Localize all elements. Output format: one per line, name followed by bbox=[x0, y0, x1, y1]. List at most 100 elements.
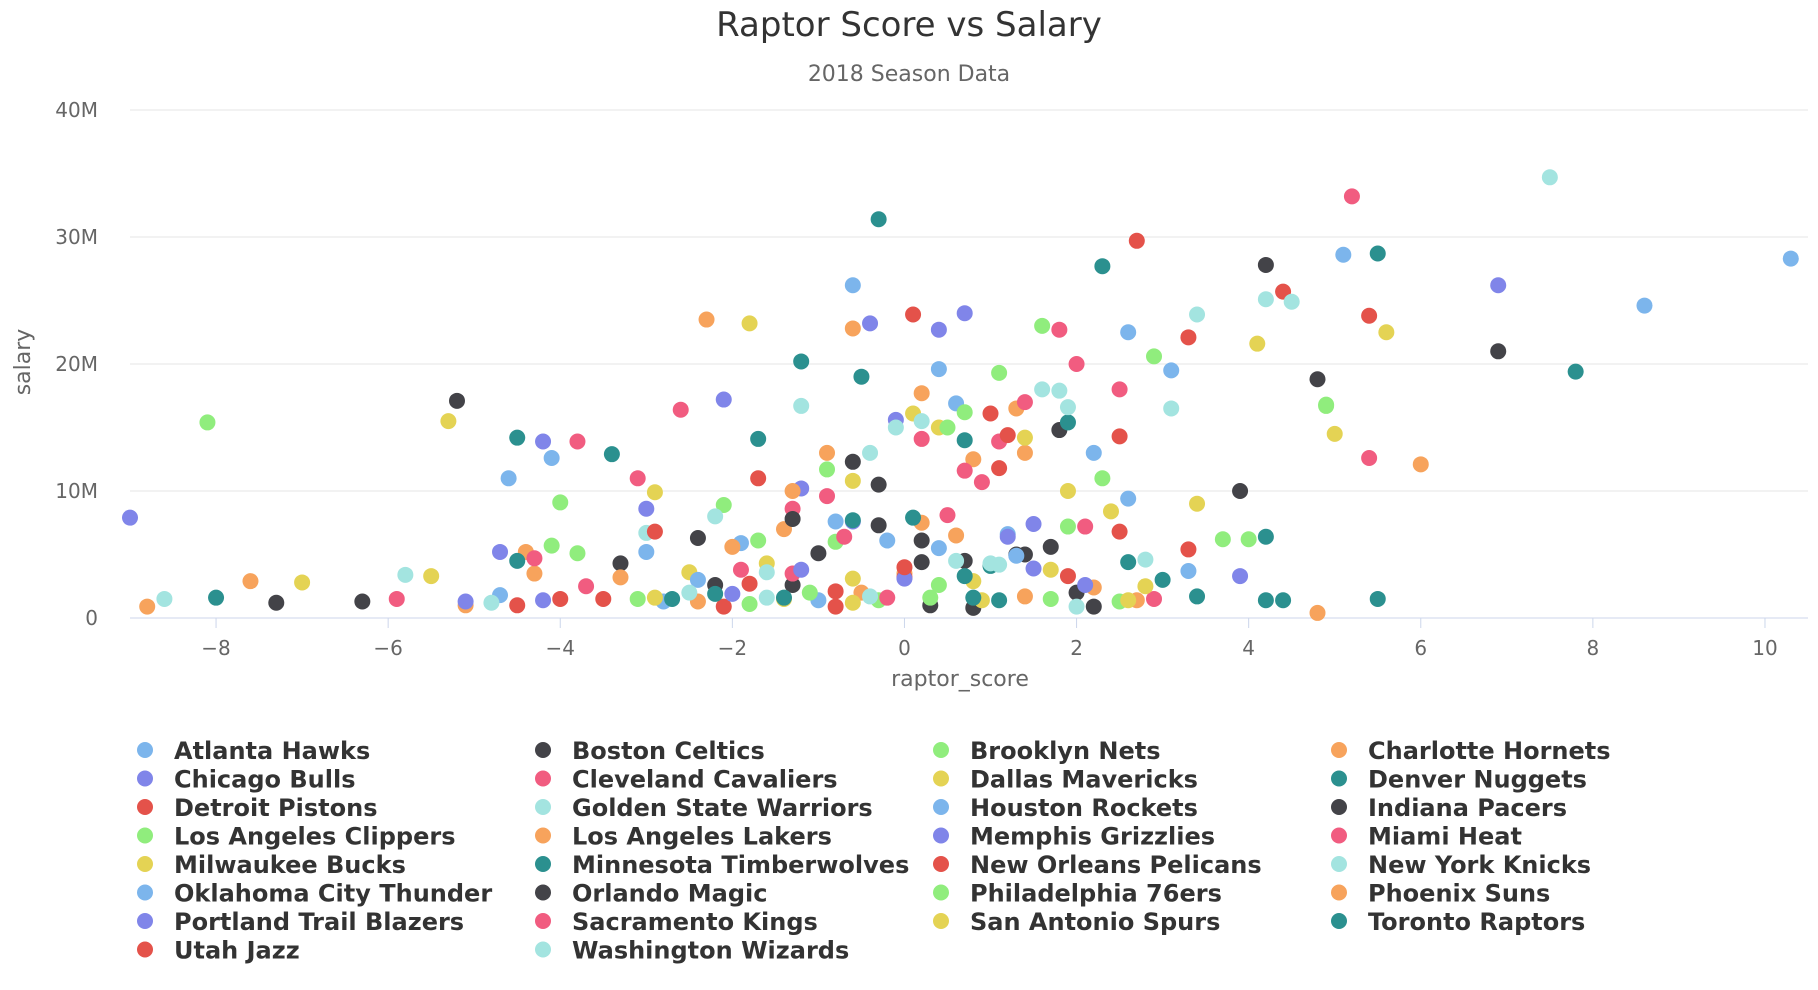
data-point[interactable] bbox=[354, 593, 371, 610]
data-point[interactable] bbox=[483, 594, 500, 611]
data-point[interactable] bbox=[887, 419, 904, 436]
data-point[interactable] bbox=[819, 488, 836, 505]
data-point[interactable] bbox=[913, 413, 930, 430]
data-point[interactable] bbox=[1059, 518, 1076, 535]
data-point[interactable] bbox=[1008, 547, 1025, 564]
data-point[interactable] bbox=[1180, 563, 1197, 580]
data-point[interactable] bbox=[732, 561, 749, 578]
data-point[interactable] bbox=[1034, 317, 1051, 334]
data-point[interactable] bbox=[896, 570, 913, 587]
data-point[interactable] bbox=[870, 476, 887, 493]
data-point[interactable] bbox=[1102, 503, 1119, 520]
data-point[interactable] bbox=[956, 462, 973, 479]
data-point[interactable] bbox=[956, 568, 973, 585]
data-point[interactable] bbox=[595, 590, 612, 607]
data-point[interactable] bbox=[1016, 444, 1033, 461]
data-point[interactable] bbox=[509, 429, 526, 446]
data-point[interactable] bbox=[1189, 306, 1206, 323]
data-point[interactable] bbox=[1137, 578, 1154, 595]
data-point[interactable] bbox=[1094, 470, 1111, 487]
data-point[interactable] bbox=[707, 508, 724, 525]
data-point[interactable] bbox=[552, 590, 569, 607]
data-point[interactable] bbox=[844, 594, 861, 611]
legend-item[interactable]: Toronto Raptors bbox=[1331, 908, 1585, 936]
data-point[interactable] bbox=[991, 364, 1008, 381]
data-point[interactable] bbox=[819, 444, 836, 461]
data-point[interactable] bbox=[939, 507, 956, 524]
data-point[interactable] bbox=[1189, 588, 1206, 605]
data-point[interactable] bbox=[1094, 258, 1111, 275]
data-point[interactable] bbox=[948, 552, 965, 569]
data-point[interactable] bbox=[1412, 456, 1429, 473]
data-point[interactable] bbox=[1120, 324, 1137, 341]
data-point[interactable] bbox=[1111, 523, 1128, 540]
data-point[interactable] bbox=[672, 401, 689, 418]
data-point[interactable] bbox=[784, 510, 801, 527]
data-point[interactable] bbox=[1343, 188, 1360, 205]
data-point[interactable] bbox=[999, 427, 1016, 444]
data-point[interactable] bbox=[199, 414, 216, 431]
legend-item[interactable]: San Antonio Spurs bbox=[933, 908, 1220, 936]
data-point[interactable] bbox=[1059, 414, 1076, 431]
data-point[interactable] bbox=[793, 353, 810, 370]
legend-item[interactable]: Minnesota Timberwolves bbox=[535, 851, 909, 879]
data-point[interactable] bbox=[208, 589, 225, 606]
data-point[interactable] bbox=[664, 590, 681, 607]
data-point[interactable] bbox=[1180, 329, 1197, 346]
data-point[interactable] bbox=[913, 385, 930, 402]
data-point[interactable] bbox=[913, 532, 930, 549]
legend-item[interactable]: Utah Jazz bbox=[137, 937, 300, 965]
data-point[interactable] bbox=[1025, 560, 1042, 577]
data-point[interactable] bbox=[724, 538, 741, 555]
data-point[interactable] bbox=[1335, 246, 1352, 263]
data-point[interactable] bbox=[629, 590, 646, 607]
data-point[interactable] bbox=[1120, 554, 1137, 571]
data-point[interactable] bbox=[991, 460, 1008, 477]
legend-item[interactable]: Miami Heat bbox=[1331, 823, 1522, 851]
data-point[interactable] bbox=[715, 391, 732, 408]
data-point[interactable] bbox=[827, 513, 844, 530]
data-point[interactable] bbox=[862, 444, 879, 461]
data-point[interactable] bbox=[552, 494, 569, 511]
legend-item[interactable]: Chicago Bulls bbox=[137, 766, 356, 794]
data-point[interactable] bbox=[784, 576, 801, 593]
data-point[interactable] bbox=[1016, 394, 1033, 411]
data-point[interactable] bbox=[242, 573, 259, 590]
data-point[interactable] bbox=[819, 461, 836, 478]
data-point[interactable] bbox=[836, 528, 853, 545]
legend-item[interactable]: Washington Wizards bbox=[535, 937, 849, 965]
data-point[interactable] bbox=[1059, 568, 1076, 585]
data-point[interactable] bbox=[500, 470, 517, 487]
data-point[interactable] bbox=[844, 472, 861, 489]
data-point[interactable] bbox=[1326, 425, 1343, 442]
data-point[interactable] bbox=[801, 584, 818, 601]
data-point[interactable] bbox=[1214, 531, 1231, 548]
data-point[interactable] bbox=[1034, 381, 1051, 398]
data-point[interactable] bbox=[750, 470, 767, 487]
data-point[interactable] bbox=[1068, 598, 1085, 615]
data-point[interactable] bbox=[844, 277, 861, 294]
data-point[interactable] bbox=[1163, 400, 1180, 417]
data-point[interactable] bbox=[1085, 598, 1102, 615]
data-point[interactable] bbox=[973, 474, 990, 491]
data-point[interactable] bbox=[741, 315, 758, 332]
data-point[interactable] bbox=[388, 590, 405, 607]
data-point[interactable] bbox=[1541, 169, 1558, 186]
data-point[interactable] bbox=[294, 574, 311, 591]
data-point[interactable] bbox=[775, 589, 792, 606]
data-point[interactable] bbox=[1077, 518, 1094, 535]
data-point[interactable] bbox=[448, 392, 465, 409]
data-point[interactable] bbox=[724, 585, 741, 602]
data-point[interactable] bbox=[930, 576, 947, 593]
data-point[interactable] bbox=[638, 543, 655, 560]
data-point[interactable] bbox=[707, 585, 724, 602]
data-point[interactable] bbox=[1154, 571, 1171, 588]
data-point[interactable] bbox=[698, 311, 715, 328]
data-point[interactable] bbox=[638, 500, 655, 517]
data-point[interactable] bbox=[930, 540, 947, 557]
data-point[interactable] bbox=[1309, 604, 1326, 621]
legend-item[interactable]: Orlando Magic bbox=[535, 880, 767, 908]
data-point[interactable] bbox=[930, 321, 947, 338]
data-point[interactable] bbox=[793, 561, 810, 578]
data-point[interactable] bbox=[1636, 297, 1653, 314]
